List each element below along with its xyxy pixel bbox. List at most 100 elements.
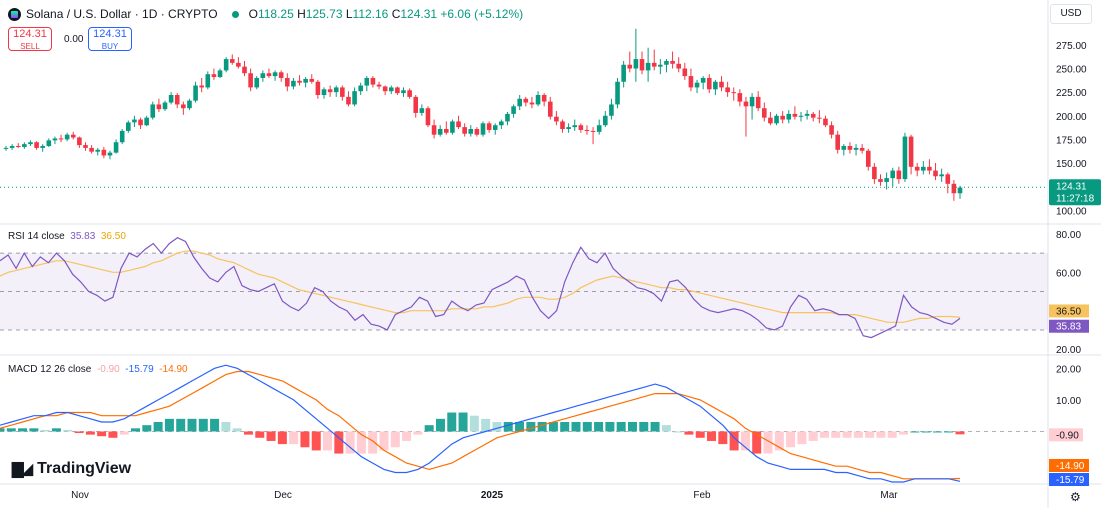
candle-body bbox=[688, 76, 694, 88]
candle-body bbox=[9, 146, 15, 148]
macd-hist-bar bbox=[413, 431, 423, 435]
candle-body bbox=[52, 138, 58, 141]
market-open-icon bbox=[231, 10, 239, 18]
candle-body bbox=[333, 87, 339, 93]
macd-hist-bar bbox=[808, 431, 818, 441]
macd-badge-label: -15.79 bbox=[1056, 475, 1085, 486]
macd-hist-bar bbox=[300, 431, 310, 448]
macd-hist-bar bbox=[277, 431, 287, 445]
candle-body bbox=[859, 147, 865, 151]
candle-body bbox=[83, 145, 88, 148]
candle-body bbox=[236, 62, 241, 67]
symbol-title[interactable]: Solana / U.S. Dollar · 1D · CRYPTO bbox=[26, 7, 218, 21]
time-tick-label: Mar bbox=[880, 490, 898, 501]
candle-body bbox=[872, 166, 877, 180]
currency-selector[interactable]: USD bbox=[1050, 4, 1092, 24]
candle-body bbox=[327, 89, 333, 93]
candle-body bbox=[755, 96, 761, 109]
macd-hist-bar bbox=[131, 428, 141, 432]
candle-body bbox=[126, 122, 131, 131]
macd-hist-bar bbox=[548, 422, 558, 432]
candle-body bbox=[560, 121, 565, 130]
macd-hist-bar bbox=[323, 431, 333, 451]
candle-body bbox=[902, 136, 908, 180]
candle-body bbox=[749, 96, 755, 107]
price-tick-label: 175.00 bbox=[1056, 135, 1087, 146]
macd-hist-bar bbox=[752, 431, 762, 454]
macd-hist-bar bbox=[955, 431, 965, 435]
candle-body bbox=[694, 82, 700, 88]
candle-body bbox=[927, 166, 932, 171]
candle-body bbox=[865, 150, 871, 167]
candle-body bbox=[242, 66, 247, 74]
candle-body bbox=[780, 115, 785, 120]
candle-body bbox=[878, 179, 883, 182]
macd-hist-bar bbox=[243, 431, 253, 435]
last-price-badge bbox=[1049, 179, 1101, 206]
buy-button[interactable]: 124.31 BUY bbox=[88, 27, 132, 51]
macd-hist-bar bbox=[142, 425, 152, 432]
candle-body bbox=[841, 146, 847, 150]
candle-body bbox=[266, 73, 272, 77]
macd-hist-bar bbox=[560, 422, 570, 432]
candle-body bbox=[456, 121, 461, 128]
candle-body bbox=[187, 100, 192, 109]
rsi-line bbox=[0, 237, 961, 339]
candle-body bbox=[376, 84, 382, 87]
macd-hist-bar bbox=[786, 431, 796, 448]
sell-button[interactable]: 124.31 SELL bbox=[8, 27, 52, 51]
candle-body bbox=[113, 142, 119, 153]
candle-body bbox=[162, 102, 168, 110]
candle-body bbox=[590, 130, 596, 132]
countdown-label: 11:27:18 bbox=[1056, 193, 1095, 204]
macd-hist-bar bbox=[661, 425, 671, 432]
macd-hist-bar bbox=[515, 422, 525, 432]
macd-hist-bar bbox=[402, 431, 412, 441]
candle-body bbox=[401, 90, 406, 94]
rsi-ma-badge bbox=[1049, 304, 1089, 318]
macd-hist-bar bbox=[153, 422, 163, 432]
candle-body bbox=[58, 138, 64, 140]
time-tick-label: Nov bbox=[71, 490, 89, 501]
candle-body bbox=[615, 81, 620, 105]
macd-hist-bar bbox=[232, 428, 242, 432]
candle-body bbox=[499, 121, 504, 126]
macd-hist-bar bbox=[876, 431, 886, 438]
tradingview-logo[interactable]: ▇◢ TradingView bbox=[12, 460, 132, 478]
macd-hist-bar bbox=[108, 431, 118, 438]
macd-hist-bar bbox=[345, 431, 355, 454]
candle-body bbox=[609, 104, 614, 116]
macd-hist-bar bbox=[119, 431, 129, 435]
macd-hist-bar bbox=[865, 431, 875, 438]
candle-body bbox=[823, 118, 828, 126]
macd-legend[interactable]: MACD 12 26 close -0.90 -15.79 -14.90 bbox=[8, 364, 188, 375]
rsi-legend[interactable]: RSI 14 close 35.83 36.50 bbox=[8, 231, 126, 242]
macd-hist-bar bbox=[797, 431, 807, 445]
candle-body bbox=[223, 59, 229, 71]
candle-body bbox=[358, 85, 363, 92]
macd-hist-bar bbox=[932, 431, 942, 433]
candle-body bbox=[700, 77, 706, 83]
candle-body bbox=[914, 166, 920, 171]
macd-hist-bar bbox=[6, 428, 16, 432]
candle-body bbox=[541, 94, 547, 102]
ohlc-values: O118.25 H125.73 L112.16 C124.31 +6.06 (+… bbox=[248, 7, 524, 21]
macd-signal-line bbox=[0, 370, 961, 480]
candle-body bbox=[835, 134, 840, 150]
macd-hist-bar bbox=[673, 431, 683, 433]
candle-body bbox=[431, 125, 437, 135]
macd-hist-bar bbox=[255, 431, 265, 438]
candle-body bbox=[15, 146, 21, 148]
macd-hist-bar bbox=[526, 422, 536, 432]
settings-icon[interactable]: ⚙ bbox=[1070, 490, 1081, 504]
candle-body bbox=[272, 72, 278, 77]
candle-body bbox=[939, 174, 944, 177]
candle-body bbox=[181, 104, 186, 109]
candle-body bbox=[682, 68, 688, 77]
macd-hist-bar bbox=[921, 431, 931, 433]
solana-coin-icon bbox=[8, 7, 21, 21]
rsi-tick-label: 80.00 bbox=[1056, 230, 1081, 241]
candle-body bbox=[119, 130, 125, 143]
macd-hist-bar bbox=[887, 431, 897, 438]
